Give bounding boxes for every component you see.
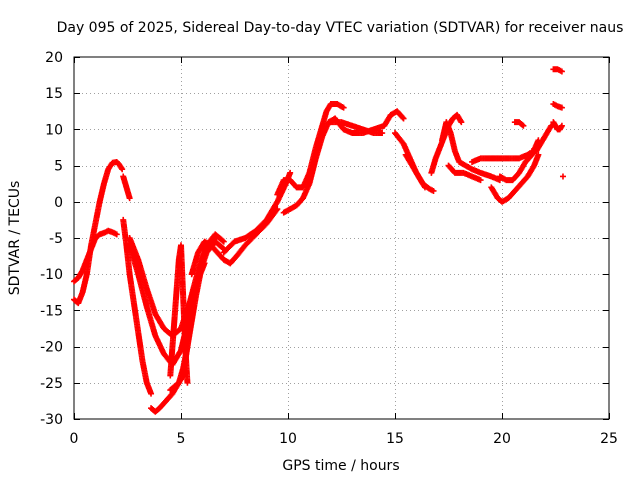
data-point	[458, 119, 465, 126]
x-tick-label: 5	[177, 431, 186, 447]
data-point	[399, 114, 406, 121]
data-point	[211, 236, 218, 243]
x-tick-label: 25	[600, 431, 618, 447]
x-tick-labels: 0 5 10 15 20 25	[70, 431, 618, 447]
series-trace-22	[488, 151, 542, 205]
data-point	[113, 231, 120, 238]
data-point	[400, 115, 407, 122]
series-trace-4	[120, 216, 155, 397]
series-trace-13	[280, 115, 339, 216]
chart-title: Day 095 of 2025, Sidereal Day-to-day VTE…	[57, 20, 624, 36]
series-trace-26	[550, 119, 565, 133]
series-trace-23	[496, 137, 542, 184]
y-tick-label: -30	[40, 412, 63, 428]
series-trace-3	[71, 227, 120, 285]
data-point	[220, 238, 227, 245]
series-trace-21	[469, 148, 538, 165]
data-point	[148, 390, 155, 397]
series-trace-9	[167, 235, 219, 394]
y-tick-label: 0	[54, 195, 63, 211]
grid-lines	[74, 57, 609, 419]
y-tick-label: 15	[45, 86, 63, 102]
series-trace-28	[550, 66, 565, 75]
y-tick-label: -10	[40, 267, 63, 283]
series-trace-2	[120, 173, 133, 202]
data-point	[535, 151, 542, 158]
y-axis-label: SDTVAR / TECUs	[7, 181, 23, 296]
data-point	[287, 169, 294, 176]
series-trace-15	[327, 119, 386, 137]
x-tick-label: 20	[493, 431, 511, 447]
data-point	[558, 68, 565, 75]
data-points	[71, 66, 566, 415]
x-tick-label: 15	[386, 431, 404, 447]
series-trace-24	[528, 122, 555, 155]
series-trace-25	[511, 119, 527, 129]
data-point	[520, 122, 527, 129]
data-point	[212, 235, 219, 241]
y-tick-label: -5	[49, 231, 63, 247]
series-trace-27	[550, 101, 565, 111]
data-point	[421, 184, 428, 191]
x-tick-label: 0	[70, 431, 79, 447]
data-point	[558, 122, 565, 129]
x-tick-label: 10	[279, 431, 297, 447]
data-point	[219, 244, 226, 251]
y-tick-label: 20	[45, 50, 63, 66]
y-tick-label: -15	[40, 303, 63, 319]
data-point	[219, 237, 226, 244]
data-point	[430, 187, 437, 194]
data-point	[184, 379, 191, 386]
data-point	[126, 195, 133, 202]
y-tick-label: -25	[40, 376, 63, 392]
series-trace-20	[445, 162, 484, 184]
data-point	[119, 166, 126, 173]
series-trace-29	[559, 173, 566, 180]
axis-ticks	[74, 57, 610, 420]
data-point	[559, 173, 566, 180]
data-point	[519, 121, 526, 128]
x-axis-label: GPS time / hours	[282, 458, 399, 474]
data-point	[558, 104, 565, 111]
y-tick-label: 5	[54, 159, 63, 175]
series-trace-17	[402, 151, 428, 191]
y-tick-labels: -30 -25 -20 -15 -10 -5 0 5 10 15 20	[40, 50, 63, 428]
data-point	[340, 104, 347, 111]
data-point	[379, 130, 386, 137]
y-tick-label: 10	[45, 122, 63, 138]
data-point	[477, 177, 484, 184]
y-tick-label: -20	[40, 340, 63, 356]
